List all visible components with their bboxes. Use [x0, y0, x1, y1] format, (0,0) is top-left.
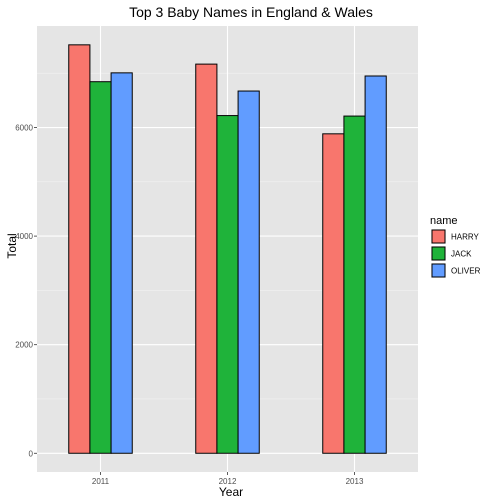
bar-harry-2013 — [322, 133, 345, 454]
x-tick-label: 2013 — [346, 477, 364, 486]
x-axis: 2011 2012 2013 — [92, 472, 364, 486]
y-tick-label: 4000 — [15, 232, 33, 241]
legend-swatch-oliver — [431, 263, 446, 278]
legend-label-jack: JACK — [451, 250, 472, 259]
y-tick-label: 0 — [29, 449, 34, 458]
legend-swatch-harry — [431, 229, 446, 244]
bar-jack-2013 — [343, 115, 366, 454]
x-tick-label: 2011 — [92, 477, 110, 486]
legend: name HARRY JACK OLIVER — [430, 215, 481, 278]
bars — [68, 44, 387, 454]
legend-title: name — [430, 215, 458, 227]
bar-oliver-2012 — [237, 90, 260, 454]
bar-jack-2012 — [216, 115, 239, 454]
legend-swatch-jack — [431, 246, 446, 261]
bar-oliver-2011 — [110, 72, 133, 454]
y-axis-title: Total — [5, 233, 19, 258]
y-tick-label: 6000 — [15, 124, 33, 133]
bar-harry-2012 — [195, 63, 218, 454]
y-axis: 0 2000 4000 6000 — [15, 124, 37, 458]
bar-jack-2011 — [89, 81, 112, 454]
bar-harry-2011 — [68, 44, 91, 454]
legend-label-oliver: OLIVER — [451, 267, 481, 276]
x-tick-label: 2012 — [219, 477, 237, 486]
legend-label-harry: HARRY — [451, 233, 480, 242]
x-axis-title: Year — [219, 485, 243, 499]
bar-oliver-2013 — [364, 75, 387, 454]
chart-title: Top 3 Baby Names in England & Wales — [129, 4, 373, 20]
y-tick-label: 2000 — [15, 341, 33, 350]
